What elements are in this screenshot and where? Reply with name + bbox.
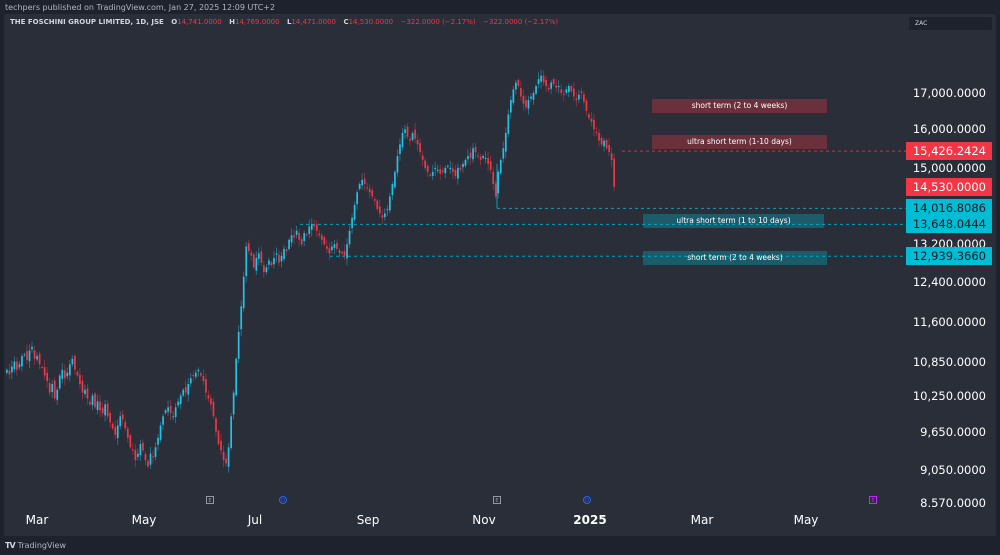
ohlc-open: O14,741.0000	[171, 18, 222, 26]
zone-box[interactable]: ultra short term (1 to 10 days)	[643, 214, 824, 228]
price-tick: 15,000.0000	[912, 160, 986, 175]
price-tick: 11,600.0000	[912, 314, 986, 329]
ohlc-close: C14,530.0000	[343, 18, 394, 26]
earnings-icon[interactable]: E	[493, 496, 501, 504]
chart-panel[interactable]	[4, 14, 996, 536]
price-label: 13,648.0444	[906, 215, 992, 234]
tradingview-logo-icon: TV	[5, 541, 16, 550]
price-tick: 16,000.0000	[912, 122, 986, 137]
zone-box[interactable]: ultra short term (1-10 days)	[652, 135, 827, 149]
time-tick: May	[793, 513, 819, 527]
price-label: 14,016.8086	[906, 199, 992, 218]
price-label: 15,426.2424	[906, 142, 992, 161]
currency-button[interactable]: ZAC	[909, 17, 992, 30]
dividend-icon[interactable]: D	[583, 496, 591, 504]
time-tick: 2025	[573, 513, 607, 527]
zone-box[interactable]: short term (2 to 4 weeks)	[652, 99, 827, 113]
price-tick: 8.570.0000	[920, 495, 986, 510]
time-tick: Sep	[356, 513, 380, 527]
price-label: 14,530.0000	[906, 177, 992, 196]
zone-label: short term (2 to 4 weeks)	[687, 253, 783, 262]
price-tick: 10,250.0000	[912, 388, 986, 403]
time-tick: Mar	[25, 513, 49, 527]
zone-box[interactable]: short term (2 to 4 weeks)	[643, 251, 827, 265]
price-tick: 10,850.0000	[912, 354, 986, 369]
time-tick: May	[131, 513, 157, 527]
zone-label: ultra short term (1-10 days)	[687, 137, 792, 146]
horizontal-lines	[300, 150, 906, 257]
price-label: 12,939.3660	[906, 247, 992, 266]
price-tick: 17,000.0000	[912, 86, 986, 100]
price-tick: 9,050.0000	[920, 463, 986, 477]
earnings-icon[interactable]: E	[869, 496, 877, 504]
candles	[6, 69, 616, 473]
tradingview-logo[interactable]: TV TradingView	[5, 541, 66, 550]
change-abs-2: −322.0000 (−2.17%)	[483, 18, 559, 26]
symbol-legend: THE FOSCHINI GROUP LIMITED, 1D, JSE O14,…	[10, 18, 558, 26]
earnings-icon[interactable]: E	[206, 496, 214, 504]
price-tick: 9,650.0000	[920, 424, 986, 439]
time-tick: Mar	[690, 513, 714, 527]
ohlc-high: H14,769.0000	[229, 18, 280, 26]
zone-label: short term (2 to 4 weeks)	[691, 101, 788, 110]
time-tick: Jul	[247, 513, 263, 527]
zone-label: ultra short term (1 to 10 days)	[676, 216, 791, 225]
change-abs: −322.0000 (−2.17%)	[400, 18, 476, 26]
published-byline: techpers published on TradingView.com, J…	[5, 3, 276, 12]
price-tick: 12,400.0000	[912, 274, 986, 289]
symbol-title: THE FOSCHINI GROUP LIMITED, 1D, JSE	[10, 18, 164, 26]
time-tick: Nov	[472, 513, 496, 527]
ohlc-low: L14,471.0000	[287, 18, 337, 26]
dividend-icon[interactable]: D	[279, 496, 287, 504]
